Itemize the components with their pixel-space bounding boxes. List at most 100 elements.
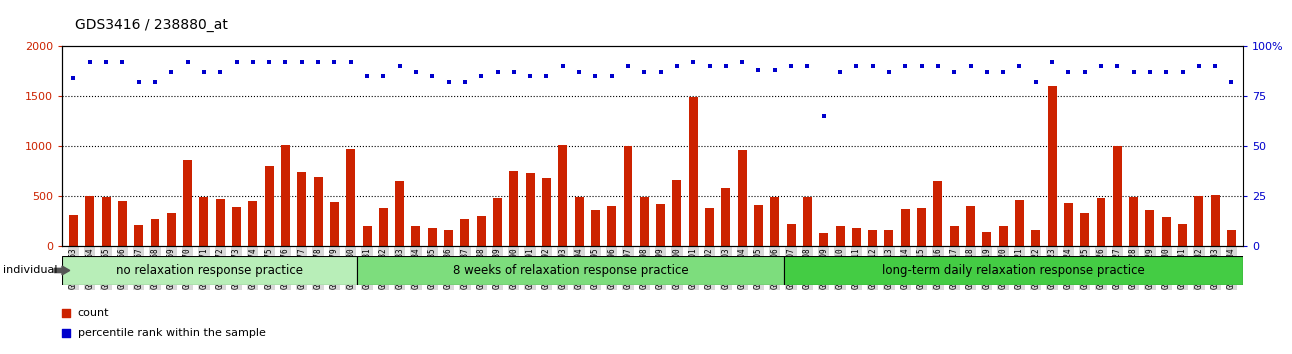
Point [944, 69, 965, 75]
Bar [1162, 217, 1171, 246]
Point [928, 63, 948, 69]
Point [243, 59, 264, 65]
Point [112, 59, 133, 65]
Point [1140, 69, 1160, 75]
Bar [738, 150, 747, 246]
Bar [689, 97, 698, 246]
Point [683, 59, 704, 65]
Bar [280, 145, 289, 246]
Bar [102, 197, 111, 246]
Point [1058, 69, 1079, 75]
Bar [509, 171, 518, 246]
Bar [787, 224, 796, 246]
Bar [444, 230, 453, 246]
Bar [770, 197, 779, 246]
Bar [558, 145, 567, 246]
Bar [966, 206, 975, 246]
Point [960, 63, 981, 69]
FancyBboxPatch shape [784, 256, 1243, 285]
Point [324, 59, 345, 65]
Bar [999, 226, 1008, 246]
Point [699, 63, 720, 69]
Point [455, 79, 475, 85]
Bar [868, 229, 877, 246]
Point [226, 59, 247, 65]
Point [307, 59, 328, 65]
Point [209, 69, 230, 75]
Point [553, 63, 574, 69]
Point [438, 79, 459, 85]
Bar [68, 215, 78, 246]
Text: GDS3416 / 238880_at: GDS3416 / 238880_at [75, 18, 227, 32]
Point [879, 69, 899, 75]
Text: 8 weeks of relaxation response practice: 8 weeks of relaxation response practice [452, 264, 689, 277]
Point [357, 73, 377, 79]
Point [96, 59, 116, 65]
Point [1041, 59, 1062, 65]
Bar [1063, 203, 1072, 246]
Bar [526, 173, 535, 246]
Point [634, 69, 655, 75]
Bar [1016, 200, 1025, 246]
Text: percentile rank within the sample: percentile rank within the sample [78, 328, 265, 338]
Bar [363, 226, 372, 246]
Bar [1031, 229, 1040, 246]
Bar [329, 202, 339, 246]
Point [373, 73, 394, 79]
Point [780, 63, 801, 69]
Bar [216, 199, 225, 246]
Point [1189, 63, 1209, 69]
Bar [1080, 213, 1089, 246]
Point [716, 63, 736, 69]
Bar [248, 201, 257, 246]
Bar [1112, 146, 1121, 246]
Point [992, 69, 1013, 75]
Point [1205, 63, 1226, 69]
Bar [933, 181, 942, 246]
Point [79, 59, 99, 65]
Bar [428, 228, 437, 246]
Point [1107, 63, 1128, 69]
Point [280, 78, 301, 84]
Point [145, 79, 165, 85]
Point [406, 69, 426, 75]
Bar [297, 172, 306, 246]
Point [568, 69, 589, 75]
Bar [819, 233, 828, 246]
Bar [917, 208, 926, 246]
Point [895, 63, 916, 69]
Bar [1097, 198, 1106, 246]
Bar [1194, 196, 1203, 246]
Text: long-term daily relaxation response practice: long-term daily relaxation response prac… [882, 264, 1145, 277]
Point [601, 73, 621, 79]
Point [63, 75, 84, 81]
Point [1123, 69, 1143, 75]
Bar [233, 207, 242, 246]
Point [470, 73, 491, 79]
Point [765, 67, 786, 73]
Bar [460, 219, 469, 246]
Bar [541, 178, 550, 246]
Bar [721, 188, 730, 246]
Point [422, 73, 443, 79]
Bar [395, 181, 404, 246]
Bar [1048, 86, 1057, 246]
Bar [705, 208, 714, 246]
Bar [885, 229, 894, 246]
Bar [118, 201, 127, 246]
Point [650, 69, 671, 75]
Bar [672, 180, 681, 246]
Point [1221, 79, 1242, 85]
Point [340, 59, 360, 65]
Point [667, 63, 687, 69]
Point [585, 73, 606, 79]
Point [846, 63, 867, 69]
Bar [950, 226, 959, 246]
Bar [494, 198, 503, 246]
Bar [411, 226, 420, 246]
Bar [851, 228, 860, 246]
FancyBboxPatch shape [357, 256, 784, 285]
Point [177, 59, 198, 65]
Bar [1227, 230, 1236, 246]
Bar [607, 206, 616, 246]
